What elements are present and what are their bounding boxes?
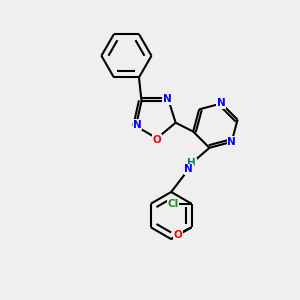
Text: N: N bbox=[133, 120, 142, 130]
Text: N: N bbox=[227, 137, 236, 147]
Text: N: N bbox=[163, 94, 172, 104]
Text: Cl: Cl bbox=[167, 199, 178, 209]
Text: O: O bbox=[174, 230, 183, 240]
Text: N: N bbox=[217, 98, 226, 108]
Text: O: O bbox=[153, 135, 161, 145]
Text: N: N bbox=[184, 164, 193, 174]
Text: H: H bbox=[188, 158, 196, 168]
